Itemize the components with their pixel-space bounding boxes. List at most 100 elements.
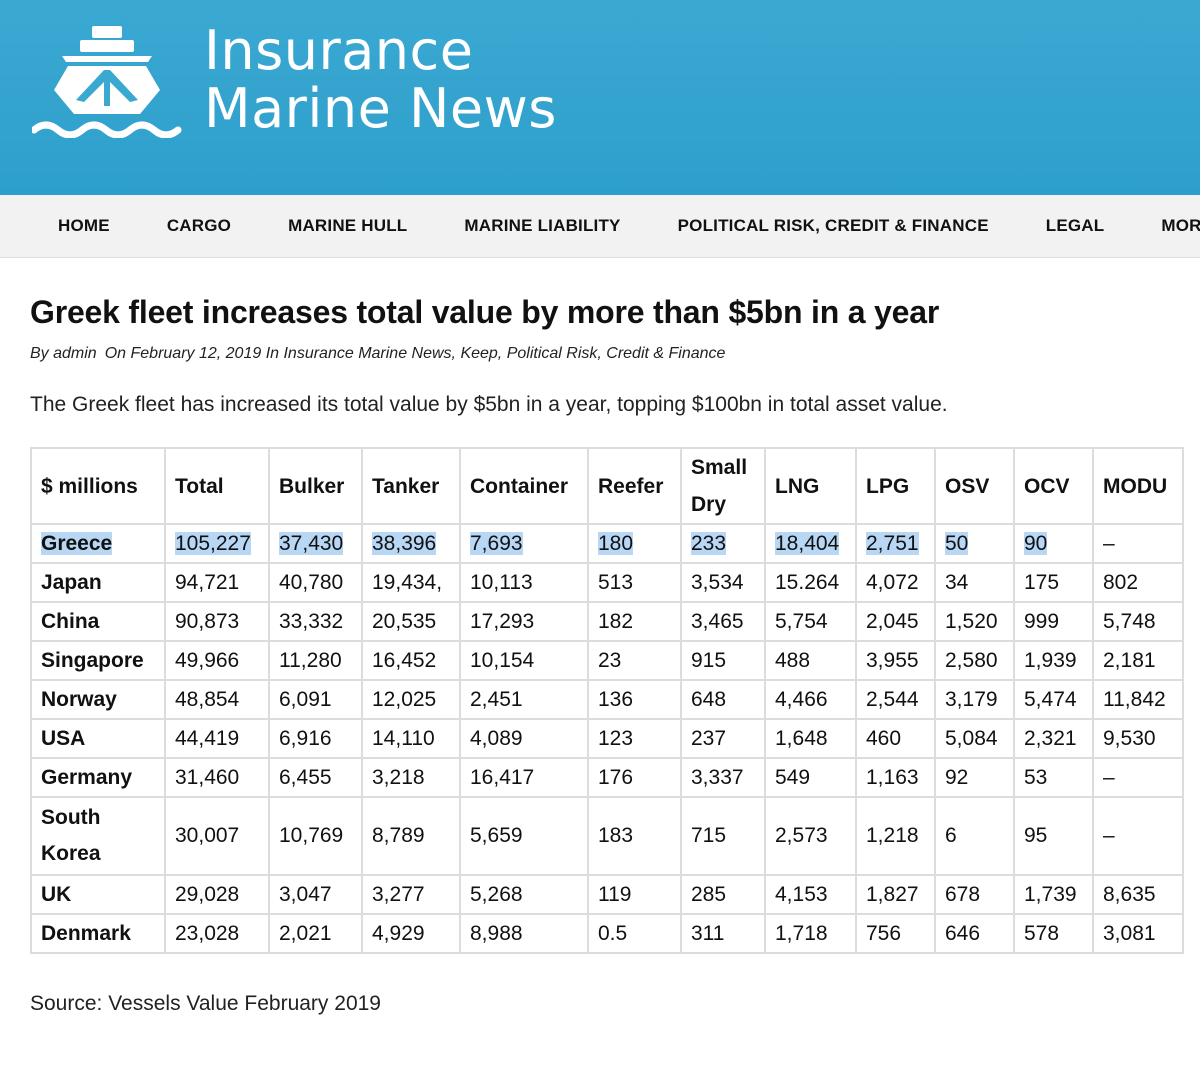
- value-cell: 2,573: [764, 796, 857, 876]
- cell-value: 7,693: [470, 531, 523, 555]
- value-cell: 715: [680, 796, 766, 876]
- cell-value: 802: [1103, 570, 1139, 594]
- column-header: Tanker: [361, 447, 461, 525]
- nav-legal[interactable]: LEGAL: [1045, 216, 1105, 235]
- value-cell: 10,769: [268, 796, 363, 876]
- fleet-value-table: $ millions Total Bulker Tanker Container Reef…: [30, 447, 1184, 954]
- cell-value: 8,988: [470, 921, 523, 945]
- value-cell: 285: [680, 874, 766, 915]
- value-cell: 233: [680, 523, 766, 564]
- country-cell: Norway: [30, 679, 166, 720]
- cell-value: 5,748: [1103, 609, 1156, 633]
- article-lead: The Greek fleet has increased its total …: [30, 393, 948, 416]
- value-cell: –: [1092, 523, 1184, 564]
- value-cell: 94,721: [164, 562, 270, 603]
- value-cell: 1,827: [855, 874, 936, 915]
- nav-more[interactable]: MORE: [1161, 216, 1200, 235]
- nav-political-risk[interactable]: POLITICAL RISK, CREDIT & FINANCE: [677, 216, 989, 235]
- cell-value: 646: [945, 921, 981, 945]
- cell-value: 182: [598, 609, 634, 633]
- value-cell: 3,534: [680, 562, 766, 603]
- cell-value: 33,332: [279, 609, 344, 633]
- country-name: USA: [41, 726, 86, 750]
- nav-marine-hull[interactable]: MARINE HULL: [288, 216, 408, 235]
- site-logo-text[interactable]: Insurance Marine News: [204, 22, 557, 138]
- cell-value: 2,321: [1024, 726, 1077, 750]
- cell-value: 311: [691, 921, 725, 945]
- cell-value: 44,419: [175, 726, 240, 750]
- cell-value: 95: [1024, 824, 1048, 847]
- cell-value: 549: [775, 765, 811, 789]
- value-cell: 29,028: [164, 874, 270, 915]
- column-header: LNG: [764, 447, 857, 525]
- cell-value: 715: [691, 824, 727, 847]
- value-cell: 6: [934, 796, 1015, 876]
- cell-value: 4,466: [775, 687, 828, 711]
- country-name: UK: [41, 882, 72, 906]
- cell-value: 183: [598, 824, 634, 847]
- table-row: Norway 48,854 6,091 12,025 2,451 136 648 4,466 2…: [30, 679, 1184, 720]
- value-cell: 4,072: [855, 562, 936, 603]
- value-cell: 16,417: [459, 757, 589, 798]
- cell-value: –: [1103, 531, 1115, 555]
- value-cell: 17,293: [459, 601, 589, 642]
- value-cell: 19,434,: [361, 562, 461, 603]
- value-cell: 38,396: [361, 523, 461, 564]
- value-cell: 915: [680, 640, 766, 681]
- value-cell: 5,084: [934, 718, 1015, 759]
- value-cell: 6,916: [268, 718, 363, 759]
- cell-value: 2,045: [866, 609, 919, 633]
- value-cell: 5,268: [459, 874, 589, 915]
- table-row: USA 44,419 6,916 14,110 4,089 123 237 1,648 460 5…: [30, 718, 1184, 759]
- nav-home[interactable]: HOME: [58, 216, 110, 235]
- value-cell: 3,465: [680, 601, 766, 642]
- cell-value: 10,154: [470, 648, 535, 672]
- value-cell: 3,277: [361, 874, 461, 915]
- cell-value: 1,939: [1024, 648, 1077, 672]
- nav-cargo[interactable]: CARGO: [166, 216, 232, 235]
- cell-value: 3,218: [372, 765, 425, 789]
- cell-value: 3,955: [866, 648, 919, 672]
- cell-value: 23,028: [175, 921, 240, 945]
- cell-value: 3,465: [691, 609, 744, 633]
- value-cell: 90: [1013, 523, 1094, 564]
- site-header: Insurance Marine News: [0, 0, 1200, 195]
- value-cell: 23,028: [164, 913, 270, 954]
- cell-value: 105,227: [175, 531, 251, 555]
- article-title: Greek fleet increases total value by mor…: [30, 294, 940, 330]
- value-cell: 123: [587, 718, 682, 759]
- nav-marine-liability[interactable]: MARINE LIABILITY: [464, 216, 621, 235]
- value-cell: 2,045: [855, 601, 936, 642]
- cell-value: 17,293: [470, 609, 535, 633]
- cell-value: 23: [598, 648, 622, 672]
- country-cell: Japan: [30, 562, 166, 603]
- value-cell: 176: [587, 757, 682, 798]
- cell-value: 4,072: [866, 570, 919, 594]
- value-cell: 183: [587, 796, 682, 876]
- cell-value: 92: [945, 765, 969, 789]
- table-row: Japan 94,721 40,780 19,434, 10,113 513 3,534 15…: [30, 562, 1184, 603]
- cell-value: 175: [1024, 570, 1060, 594]
- value-cell: 10,113: [459, 562, 589, 603]
- value-cell: 8,635: [1092, 874, 1184, 915]
- cell-value: 999: [1024, 609, 1060, 633]
- cell-value: 1,520: [945, 609, 998, 633]
- value-cell: 11,842: [1092, 679, 1184, 720]
- cell-value: 20,535: [372, 609, 437, 633]
- cell-value: 180: [598, 531, 634, 555]
- cell-value: 1,827: [866, 882, 919, 906]
- country-name: China: [41, 609, 100, 633]
- cell-value: 10,769: [279, 824, 344, 847]
- value-cell: 92: [934, 757, 1015, 798]
- value-cell: 15.264: [764, 562, 857, 603]
- country-cell: Singapore: [30, 640, 166, 681]
- country-cell: Greece: [30, 523, 166, 564]
- country-cell: UK: [30, 874, 166, 915]
- article-author[interactable]: By admin: [30, 345, 97, 362]
- value-cell: 95: [1013, 796, 1094, 876]
- cell-value: 3,277: [372, 882, 425, 906]
- value-cell: 9,530: [1092, 718, 1184, 759]
- country-cell: Germany: [30, 757, 166, 798]
- value-cell: 11,280: [268, 640, 363, 681]
- cell-value: 16,452: [372, 648, 437, 672]
